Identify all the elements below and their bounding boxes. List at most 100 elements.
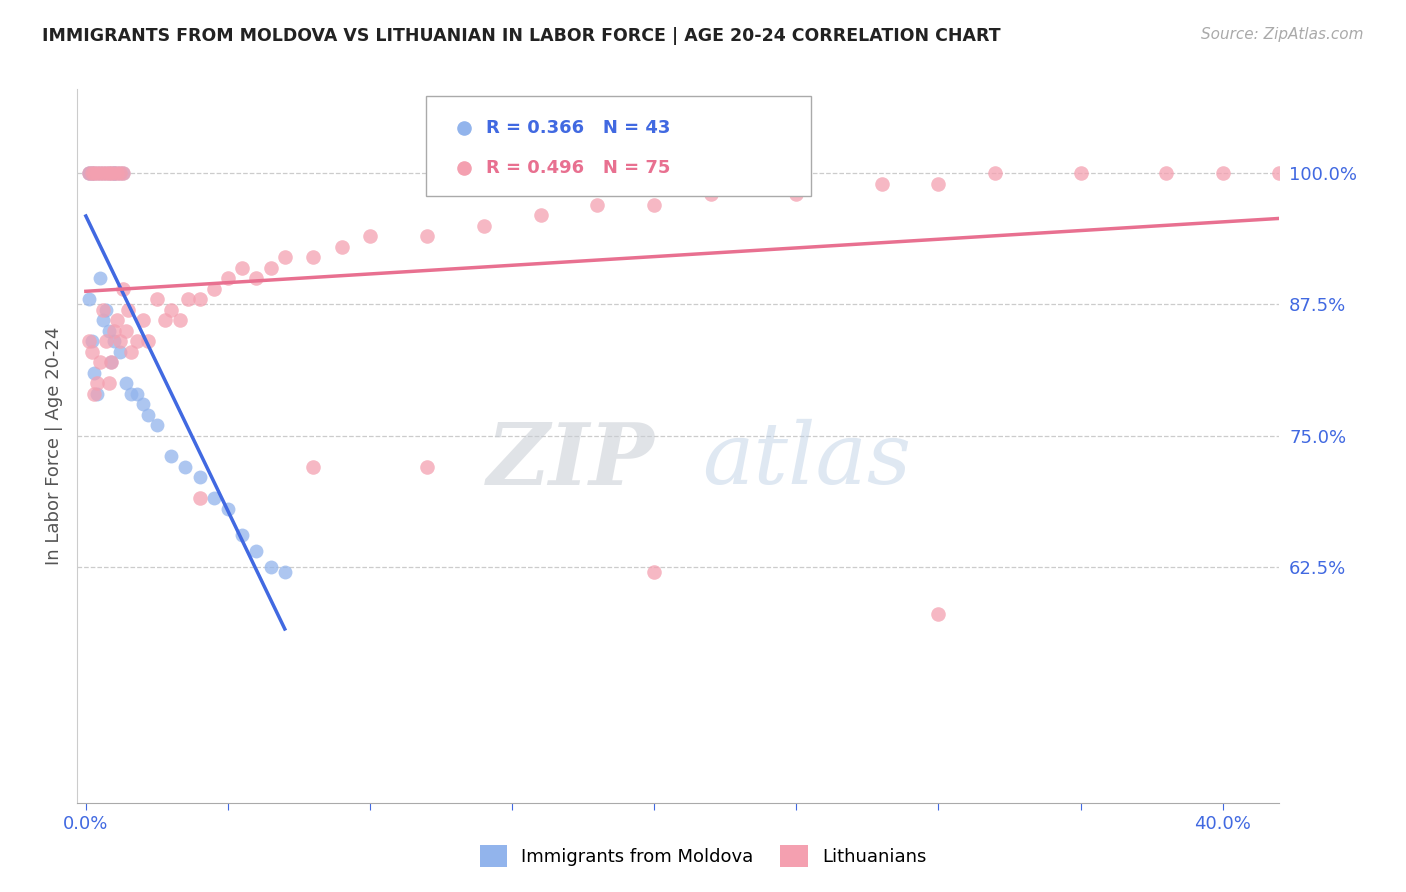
- Point: [155, 313, 177, 327]
- Point: [188, 292, 211, 306]
- Text: ZIP: ZIP: [486, 418, 654, 502]
- Text: R = 0.366   N = 43: R = 0.366 N = 43: [486, 120, 671, 137]
- Point: [274, 250, 297, 264]
- Point: [94, 302, 117, 317]
- Point: [80, 166, 103, 180]
- Point: [125, 386, 148, 401]
- Point: [97, 166, 120, 180]
- Point: [359, 229, 381, 244]
- Point: [86, 376, 108, 390]
- Point: [91, 302, 114, 317]
- Point: [89, 166, 111, 180]
- Point: [86, 386, 108, 401]
- Point: [103, 166, 125, 180]
- Point: [217, 271, 239, 285]
- Point: [97, 324, 120, 338]
- Point: [100, 166, 122, 180]
- Point: [529, 208, 551, 222]
- Point: [94, 166, 117, 180]
- Text: R = 0.496   N = 75: R = 0.496 N = 75: [486, 159, 671, 177]
- Point: [700, 187, 723, 202]
- Point: [245, 544, 267, 558]
- Point: [103, 334, 125, 348]
- Point: [111, 282, 134, 296]
- Point: [927, 177, 949, 191]
- Point: [416, 460, 439, 475]
- Point: [217, 502, 239, 516]
- Point: [89, 166, 111, 180]
- Point: [643, 197, 665, 211]
- Point: [416, 229, 439, 244]
- Point: [870, 177, 893, 191]
- Point: [103, 166, 125, 180]
- Point: [146, 292, 169, 306]
- Legend: Immigrants from Moldova, Lithuanians: Immigrants from Moldova, Lithuanians: [472, 838, 934, 874]
- Point: [274, 565, 297, 579]
- Point: [472, 219, 495, 233]
- Point: [202, 282, 225, 296]
- Point: [114, 324, 136, 338]
- Point: [108, 166, 131, 180]
- Point: [1268, 166, 1291, 180]
- Point: [302, 460, 325, 475]
- Point: [1070, 166, 1092, 180]
- Point: [83, 366, 105, 380]
- Point: [120, 386, 142, 401]
- Point: [108, 166, 131, 180]
- Point: [188, 491, 211, 506]
- Point: [83, 386, 105, 401]
- Point: [105, 313, 128, 327]
- Point: [86, 166, 108, 180]
- Point: [302, 250, 325, 264]
- Point: [259, 260, 281, 275]
- Point: [83, 166, 105, 180]
- Point: [160, 450, 183, 464]
- Point: [174, 460, 197, 475]
- Point: [990, 224, 1012, 238]
- Point: [330, 239, 353, 253]
- Point: [114, 376, 136, 390]
- Point: [177, 292, 200, 306]
- Point: [103, 166, 125, 180]
- Text: atlas: atlas: [703, 419, 911, 501]
- Point: [138, 408, 160, 422]
- Point: [259, 559, 281, 574]
- Point: [984, 166, 1007, 180]
- Point: [94, 166, 117, 180]
- Point: [231, 260, 253, 275]
- Point: [231, 528, 253, 542]
- Point: [89, 271, 111, 285]
- Point: [202, 491, 225, 506]
- Point: [131, 397, 153, 411]
- Y-axis label: In Labor Force | Age 20-24: In Labor Force | Age 20-24: [45, 326, 63, 566]
- Point: [108, 344, 131, 359]
- Text: IMMIGRANTS FROM MOLDOVA VS LITHUANIAN IN LABOR FORCE | AGE 20-24 CORRELATION CHA: IMMIGRANTS FROM MOLDOVA VS LITHUANIAN IN…: [42, 27, 1001, 45]
- Point: [105, 166, 128, 180]
- Point: [1354, 166, 1376, 180]
- Point: [100, 355, 122, 369]
- Point: [91, 166, 114, 180]
- Point: [97, 166, 120, 180]
- Point: [1154, 166, 1177, 180]
- Point: [80, 344, 103, 359]
- Point: [785, 187, 807, 202]
- Point: [105, 166, 128, 180]
- Point: [83, 166, 105, 180]
- Point: [80, 334, 103, 348]
- Point: [169, 313, 191, 327]
- Text: Source: ZipAtlas.com: Source: ZipAtlas.com: [1201, 27, 1364, 42]
- Point: [91, 313, 114, 327]
- Point: [100, 355, 122, 369]
- Point: [77, 166, 100, 180]
- Point: [89, 355, 111, 369]
- Point: [643, 565, 665, 579]
- Point: [131, 313, 153, 327]
- Point: [100, 166, 122, 180]
- Point: [111, 166, 134, 180]
- Point: [103, 166, 125, 180]
- Point: [86, 166, 108, 180]
- Point: [990, 282, 1012, 296]
- Point: [77, 166, 100, 180]
- Point: [91, 166, 114, 180]
- Point: [117, 302, 139, 317]
